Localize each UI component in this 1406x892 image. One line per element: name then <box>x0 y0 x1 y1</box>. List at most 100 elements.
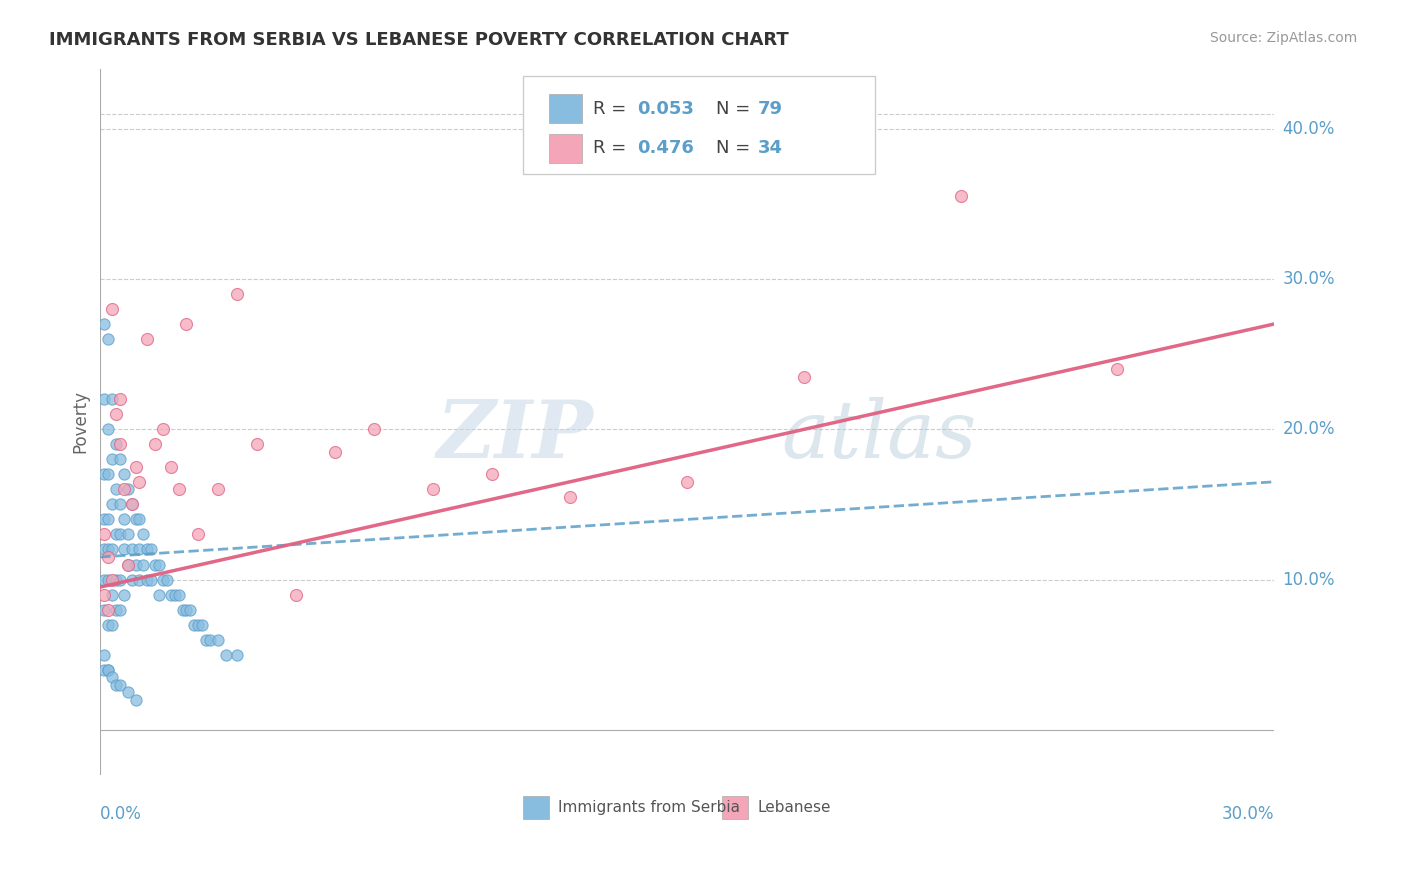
Point <box>167 588 190 602</box>
Point <box>124 459 146 474</box>
Point <box>105 437 128 451</box>
Point <box>93 317 115 331</box>
Text: 0.053: 0.053 <box>637 100 693 118</box>
Point <box>159 459 181 474</box>
Point <box>93 573 115 587</box>
Point <box>101 573 124 587</box>
Text: R =: R = <box>593 139 633 157</box>
Point <box>121 573 143 587</box>
Point <box>226 648 249 662</box>
Text: N =: N = <box>717 100 756 118</box>
Point <box>176 602 198 616</box>
Point <box>108 497 131 511</box>
Point <box>152 422 174 436</box>
Point <box>207 483 229 497</box>
Point <box>108 392 131 407</box>
Point <box>97 467 120 482</box>
Point <box>172 602 194 616</box>
Point <box>128 512 150 526</box>
Point <box>226 287 249 301</box>
Point <box>105 573 128 587</box>
Point <box>97 617 120 632</box>
Bar <box>548 134 582 163</box>
Point <box>187 527 209 541</box>
Point <box>121 497 143 511</box>
Point <box>101 301 124 316</box>
Point <box>105 602 128 616</box>
Point <box>136 542 159 557</box>
Point <box>112 588 135 602</box>
Text: 30.0%: 30.0% <box>1222 805 1274 823</box>
Point <box>207 632 229 647</box>
Point <box>117 685 139 699</box>
Point <box>105 678 128 692</box>
Point <box>93 512 115 526</box>
Point <box>167 483 190 497</box>
Text: Lebanese: Lebanese <box>758 800 831 815</box>
Point <box>176 317 198 331</box>
Point <box>183 617 205 632</box>
Point <box>112 512 135 526</box>
Point <box>194 632 217 647</box>
Point <box>481 467 503 482</box>
Point <box>101 670 124 684</box>
Point <box>101 452 124 467</box>
Text: R =: R = <box>593 100 633 118</box>
Point <box>101 588 124 602</box>
Text: ZIP: ZIP <box>436 397 593 475</box>
Text: 34: 34 <box>758 139 783 157</box>
Text: 30.0%: 30.0% <box>1282 270 1334 288</box>
Bar <box>523 797 548 819</box>
Text: 79: 79 <box>758 100 783 118</box>
Point <box>105 527 128 541</box>
Text: IMMIGRANTS FROM SERBIA VS LEBANESE POVERTY CORRELATION CHART: IMMIGRANTS FROM SERBIA VS LEBANESE POVER… <box>49 31 789 49</box>
Bar <box>548 94 582 123</box>
Point <box>124 693 146 707</box>
Point <box>108 602 131 616</box>
Point <box>117 527 139 541</box>
Point <box>97 542 120 557</box>
Point <box>148 588 170 602</box>
Point <box>108 573 131 587</box>
Point <box>132 558 155 572</box>
Point <box>949 189 972 203</box>
Point <box>97 512 120 526</box>
Point <box>163 588 186 602</box>
Y-axis label: Poverty: Poverty <box>72 390 89 453</box>
Point <box>97 602 120 616</box>
Point <box>124 558 146 572</box>
Point <box>136 573 159 587</box>
Point <box>93 602 115 616</box>
Point <box>97 332 120 346</box>
Point <box>108 437 131 451</box>
Point <box>93 588 115 602</box>
Bar <box>723 797 748 819</box>
Point <box>363 422 385 436</box>
Point <box>93 648 115 662</box>
Point <box>156 573 179 587</box>
Point <box>97 549 120 564</box>
Point <box>246 437 269 451</box>
Point <box>93 542 115 557</box>
Point <box>108 527 131 541</box>
Point <box>198 632 221 647</box>
Point <box>97 663 120 677</box>
Point <box>284 588 307 602</box>
Point <box>108 678 131 692</box>
Point <box>124 512 146 526</box>
Point <box>101 497 124 511</box>
Point <box>101 617 124 632</box>
Point <box>117 558 139 572</box>
Point <box>422 483 444 497</box>
Point <box>187 617 209 632</box>
Point <box>148 558 170 572</box>
Text: 40.0%: 40.0% <box>1282 120 1334 137</box>
Point <box>117 558 139 572</box>
Point <box>105 407 128 421</box>
Point <box>152 573 174 587</box>
Point <box>101 392 124 407</box>
Point <box>108 452 131 467</box>
Point <box>93 527 115 541</box>
Point <box>93 663 115 677</box>
Point <box>93 392 115 407</box>
